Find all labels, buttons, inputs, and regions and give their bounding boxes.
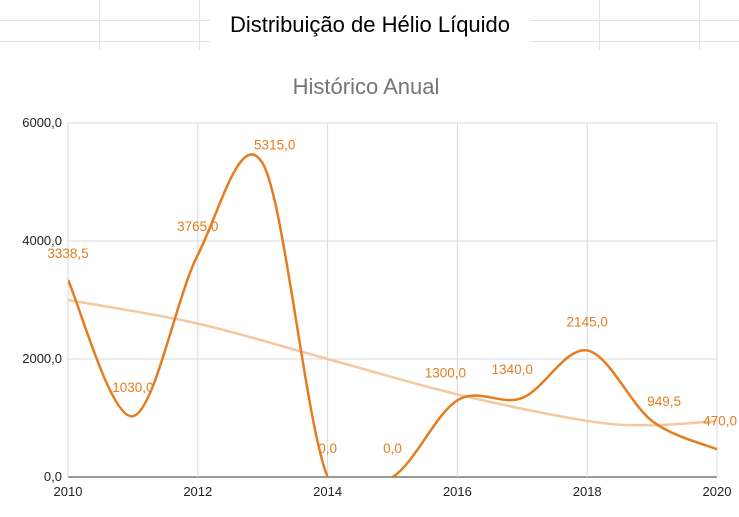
x-tick-label: 2010	[54, 484, 83, 499]
y-tick-label: 6000,0	[22, 115, 62, 130]
data-label: 1300,0	[425, 365, 466, 380]
series-line	[68, 153, 717, 477]
x-axis-ticks: 2010 2012 2014 2016 2018 2020	[54, 484, 732, 499]
data-label: 5315,0	[254, 137, 295, 152]
data-label: 470,0	[703, 413, 737, 428]
x-tick-label: 2018	[573, 484, 602, 499]
x-tick-label: 2012	[183, 484, 212, 499]
x-tick-label: 2020	[703, 484, 732, 499]
data-label: 1030,0	[112, 380, 153, 395]
y-tick-label: 0,0	[44, 469, 62, 484]
sheet-title: Distribuição de Hélio Líquido	[229, 12, 511, 37]
trendline	[68, 298, 717, 427]
data-label: 3338,5	[47, 246, 88, 261]
data-label: 0,0	[383, 441, 402, 456]
y-tick-label: 4000,0	[22, 233, 62, 248]
y-tick-label: 2000,0	[22, 351, 62, 366]
chart-lines	[68, 153, 717, 477]
data-label: 0,0	[318, 441, 337, 456]
chart-title: Histórico Anual	[293, 74, 440, 99]
data-label: 2145,0	[567, 314, 608, 329]
data-labels: 3338,5 1030,0 3765,0 5315,0 0,0 0,0 1300,0 1340…	[47, 137, 737, 456]
data-label: 1340,0	[492, 362, 533, 377]
sheet-title-cell[interactable]: Distribuição de Hélio Líquido	[210, 0, 530, 50]
x-tick-label: 2014	[313, 484, 342, 499]
data-label: 949,5	[647, 394, 681, 409]
data-label: 3765,0	[177, 219, 218, 234]
x-tick-label: 2016	[443, 484, 472, 499]
y-axis-ticks: 0,0 2000,0 4000,0 6000,0	[22, 115, 62, 484]
